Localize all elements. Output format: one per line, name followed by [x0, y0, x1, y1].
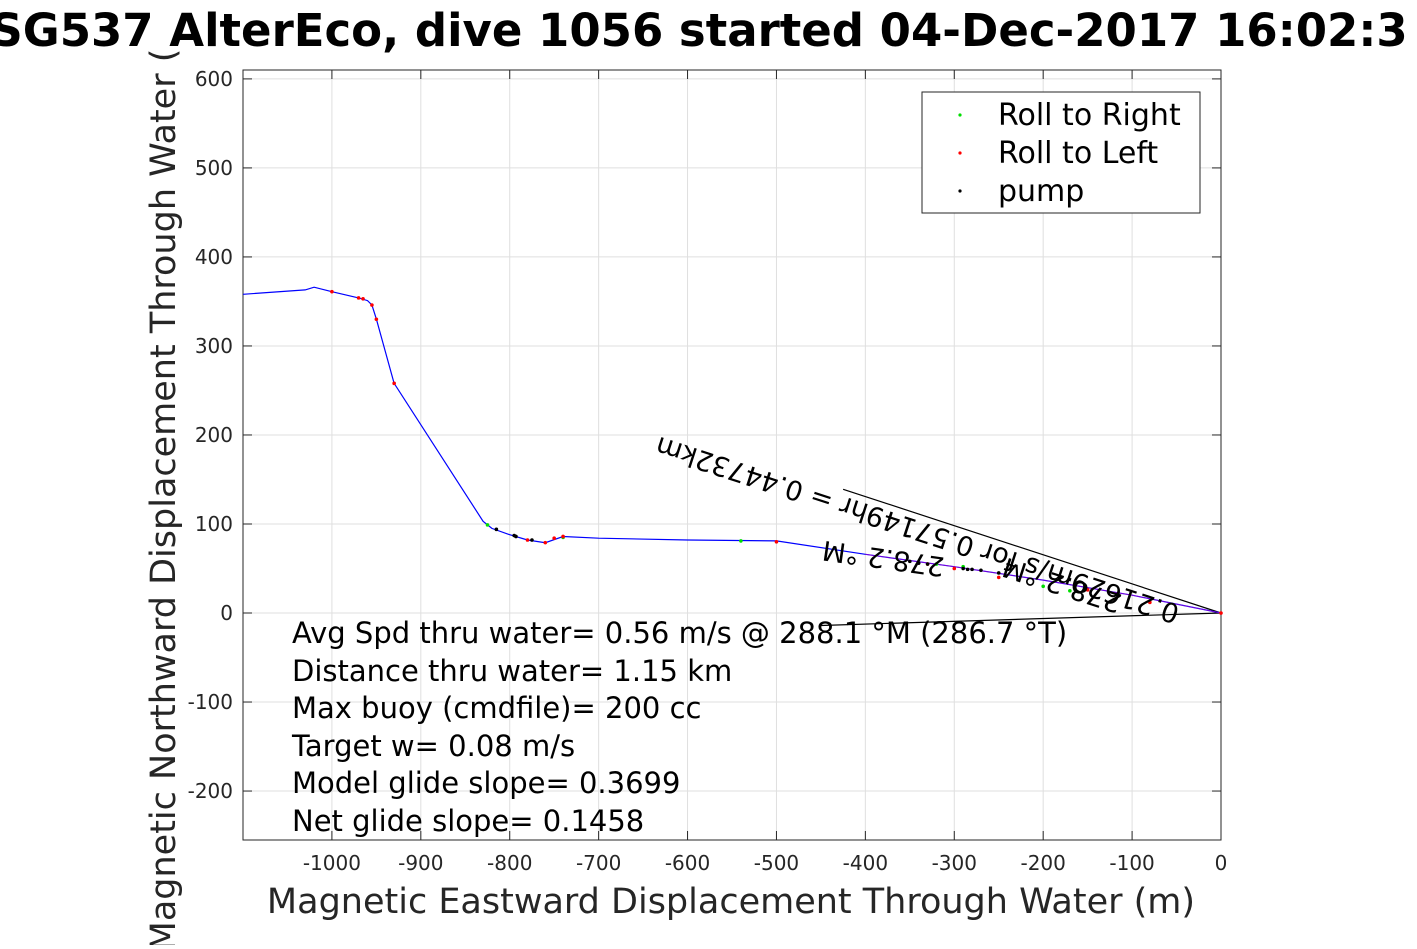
chart-title: SG537 AlterEco, dive 1056 started 04-Dec… — [0, 4, 1408, 57]
legend-marker-roll-left — [958, 151, 962, 155]
stats-line-model-glide: Model glide slope= 0.3699 — [292, 766, 680, 800]
pump-point — [530, 538, 534, 542]
x-tick-label: 0 — [1215, 851, 1228, 875]
stats-line-distance: Distance thru water= 1.15 km — [292, 654, 732, 688]
roll-left-point — [996, 575, 1001, 580]
x-tick-label: -400 — [843, 851, 888, 875]
y-tick-label: -100 — [188, 690, 233, 714]
plot-frame — [242, 69, 1222, 841]
current-vector-line — [820, 612, 1222, 627]
x-tick-label: -700 — [576, 851, 621, 875]
legend-label-roll-left: Roll to Left — [998, 136, 1158, 171]
legend-label-roll-right: Roll to Right — [998, 98, 1181, 133]
roll-left-point — [361, 296, 365, 301]
stats-line-avg-speed: Avg Spd thru water= 0.56 m/s @ 288.1 °M … — [292, 616, 1067, 650]
stats-line-net-glide: Net glide slope= 0.1458 — [292, 804, 644, 838]
legend-label-pump: pump — [998, 174, 1084, 209]
roll-right-point — [934, 562, 939, 566]
x-tick-label: -200 — [1020, 851, 1065, 875]
roll-left-point — [552, 536, 556, 541]
pump-point — [965, 567, 970, 572]
roll-left-point — [1148, 600, 1152, 605]
y-tick-label: 0 — [220, 601, 233, 625]
roll-left-point — [525, 538, 530, 542]
x-tick-label: -300 — [932, 851, 977, 875]
legend-marker-pump — [958, 189, 962, 193]
roll-left-point — [356, 296, 361, 300]
x-tick-label: -1000 — [303, 851, 361, 875]
roll-left-point — [330, 289, 334, 294]
roll-right-point — [1041, 584, 1045, 589]
current-vector-line — [842, 488, 1222, 614]
roll-left-point — [370, 303, 374, 307]
y-tick-label: 500 — [195, 156, 233, 180]
series-layer — [242, 286, 1223, 627]
roll-left-point — [1219, 611, 1223, 615]
pump-point — [908, 559, 912, 564]
roll-left-point — [1085, 588, 1090, 592]
pump-point — [916, 561, 921, 565]
x-tick-label: -900 — [398, 851, 443, 875]
roll-left-point — [543, 540, 548, 545]
y-tick-label: 200 — [195, 423, 233, 447]
x-tick-label: -100 — [1109, 851, 1154, 875]
y-tick-label: 100 — [195, 512, 233, 536]
legend: Roll to Right Roll to Left pump — [921, 91, 1201, 214]
legend-marker-roll-right — [958, 113, 962, 117]
y-tick-label: 400 — [195, 245, 233, 269]
legend-box — [921, 91, 1201, 214]
roll-right-point — [485, 523, 490, 527]
roll-left-point — [561, 534, 565, 539]
y-tick-label: 300 — [195, 334, 233, 358]
x-axis-label: Magnetic Eastward Displacement Through W… — [267, 882, 1195, 922]
y-axis-label: Magnetic Northward Displacement Through … — [144, 49, 184, 945]
track-segment-overlay — [865, 553, 1222, 614]
roll-right-point — [739, 539, 743, 543]
x-tick-label: -600 — [665, 851, 710, 875]
roll-right-point — [1068, 588, 1072, 593]
stats-line-target-w: Target w= 0.08 m/s — [291, 729, 575, 763]
y-tick-label: 600 — [195, 67, 233, 91]
annotation-layer: 0.21629m/s for 0.57149hr = 0.44732km278.… — [652, 430, 1183, 629]
roll-left-point — [392, 381, 396, 386]
pump-point — [925, 562, 930, 566]
ticks-layer: -1000 -900 -800 -700 -600 -500 -400 -300 -200 -10… — [188, 67, 1228, 875]
roll-left-point — [774, 539, 779, 544]
stats-line-max-buoy: Max buoy (cmdfile)= 200 cc — [292, 691, 701, 725]
pump-point — [961, 566, 965, 571]
pump-point — [494, 527, 499, 532]
x-tick-label: -500 — [754, 851, 799, 875]
pump-point — [979, 568, 983, 573]
pump-point — [996, 571, 1001, 575]
x-tick-label: -800 — [487, 851, 532, 875]
stats-annotation: Avg Spd thru water= 0.56 m/s @ 288.1 °M … — [291, 616, 1067, 838]
pump-point — [970, 567, 974, 572]
y-tick-label: -200 — [188, 779, 233, 803]
pump-point — [514, 534, 518, 539]
roll-left-point — [952, 566, 957, 571]
roll-left-point — [374, 317, 379, 322]
